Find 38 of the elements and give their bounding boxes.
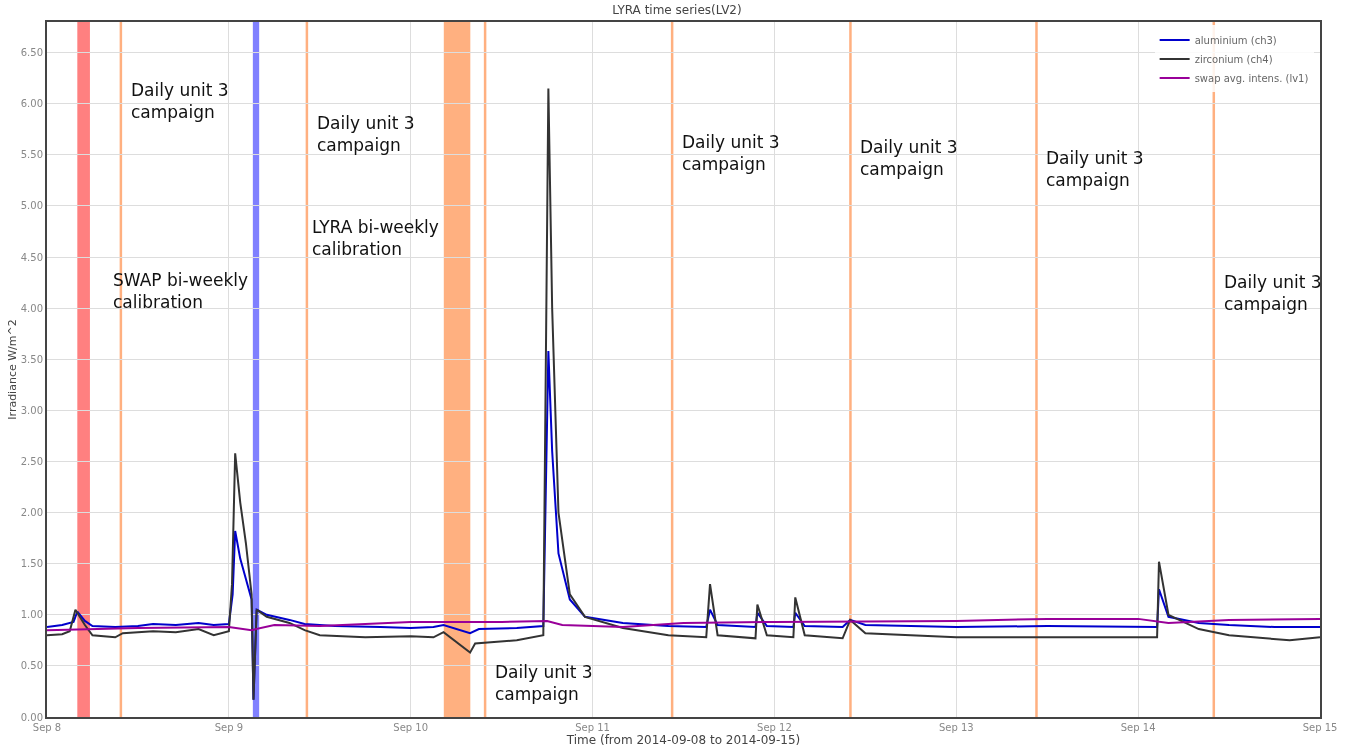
x-tick-label: Sep 14 (1120, 722, 1156, 733)
x-tick-label: Sep 13 (938, 722, 974, 733)
legend-label: aluminium (ch3) (1194, 34, 1277, 46)
y-tick-label: 1.50 (20, 558, 43, 570)
x-tick-label: Sep 11 (575, 722, 610, 733)
ref-line-label: Daily unit 3 campaign (495, 662, 593, 705)
x-tick-label: Sep 12 (757, 722, 792, 733)
band-label: LYRA bi-weekly calibration (312, 217, 439, 260)
y-tick-label: 1.00 (20, 609, 43, 621)
ref-line-label: Daily unit 3 campaign (1224, 272, 1322, 315)
y-tick-label: 6.50 (20, 47, 43, 59)
x-axis-title: Time (from 2014-09-08 to 2014-09-15) (565, 733, 801, 747)
ref-line-label: Daily unit 3 campaign (860, 137, 958, 180)
y-tick-label: 0.50 (20, 660, 43, 672)
legend-label: swap avg. intens. (lv1) (1194, 72, 1309, 84)
legend-label: zirconium (ch4) (1194, 53, 1273, 65)
chart-title: LYRA time series(LV2) (612, 3, 742, 18)
y-tick-label: 3.50 (20, 353, 43, 365)
y-tick-label: 2.50 (20, 455, 43, 467)
x-tick-label: Sep 15 (1302, 722, 1338, 733)
ref-line-label: Daily unit 3 campaign (682, 132, 780, 175)
y-axis-title: Irradiance W/m^2 (5, 319, 19, 420)
y-tick-label: 4.50 (20, 251, 43, 263)
y-tick-label: 6.00 (20, 98, 43, 110)
x-tick-label: Sep 10 (393, 722, 429, 733)
y-tick-label: 0.00 (20, 711, 43, 723)
ref-line-label: Daily unit 3 campaign (1046, 148, 1144, 191)
y-tick-label: 3.00 (20, 404, 43, 416)
y-tick-label: 5.00 (20, 200, 43, 212)
band-label: SWAP bi-weekly calibration (113, 270, 249, 313)
line-series (47, 617, 1320, 632)
x-tick-label: Sep 8 (32, 722, 62, 733)
x-tick-label: Sep 9 (214, 722, 244, 733)
y-tick-label: 5.50 (20, 149, 43, 161)
y-tick-label: 2.00 (20, 507, 43, 519)
ref-line-label: Daily unit 3 campaign (317, 113, 415, 156)
ref-line-label: Daily unit 3 campaign (131, 80, 229, 123)
y-tick-label: 4.00 (20, 302, 43, 314)
